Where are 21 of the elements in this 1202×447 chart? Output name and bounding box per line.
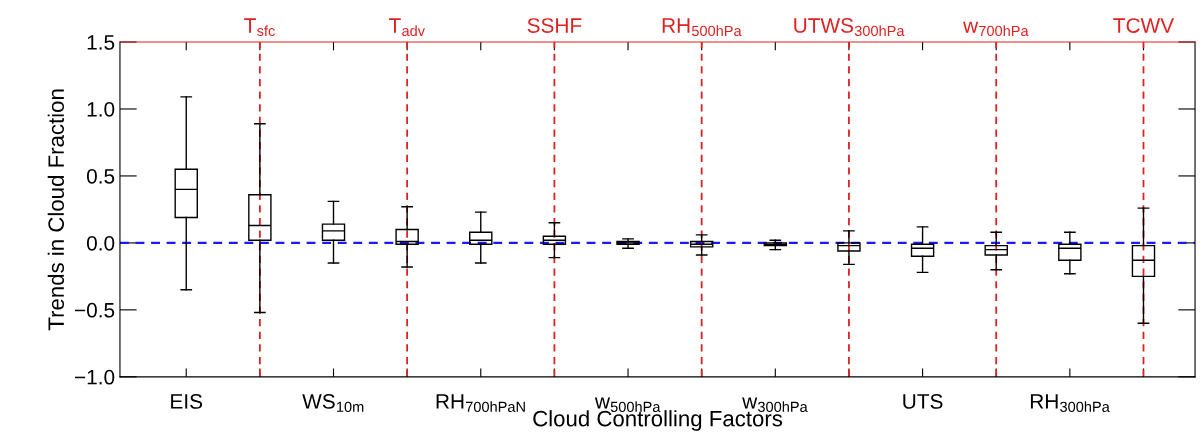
x-tick-label: RH$_{500hPa}$ (662, 18, 742, 37)
x-tick-label: w$_{700hPa}$ (963, 21, 1029, 37)
y-tick-label: 0.5 (86, 168, 115, 184)
x-tick-label: T$_{adv}$ (389, 18, 425, 37)
y-axis-title: Trends in Cloud Fraction (47, 89, 65, 331)
y-tick-label: −0.5 (75, 302, 115, 318)
x-tick-label: UTS (903, 394, 943, 409)
x-tick-label: EIS (171, 394, 203, 409)
x-tick-label: T$_{sfc}$ (244, 18, 275, 37)
y-tick-label: 0.0 (86, 235, 115, 251)
y-tick-label: 1.0 (87, 101, 115, 117)
x-tick-label: WS$_{10m}$ (302, 394, 364, 412)
x-tick-label: UTWS$_{300hPa}$ (794, 18, 905, 37)
y-tick-label: 1.5 (87, 35, 115, 50)
x-axis-title: Cloud Controlling Factors (533, 410, 783, 431)
x-tick-label: RH$_{300hPa}$ (1030, 394, 1110, 412)
x-tick-label: RH$_{700hPaN}$ (436, 394, 525, 412)
x-tick-label: SSHF (527, 18, 582, 33)
x-tick-label: TCWV (1113, 18, 1175, 33)
y-tick-label: −1.0 (75, 369, 115, 385)
x-tick-label: w$_{300hPa}$ (742, 397, 808, 412)
